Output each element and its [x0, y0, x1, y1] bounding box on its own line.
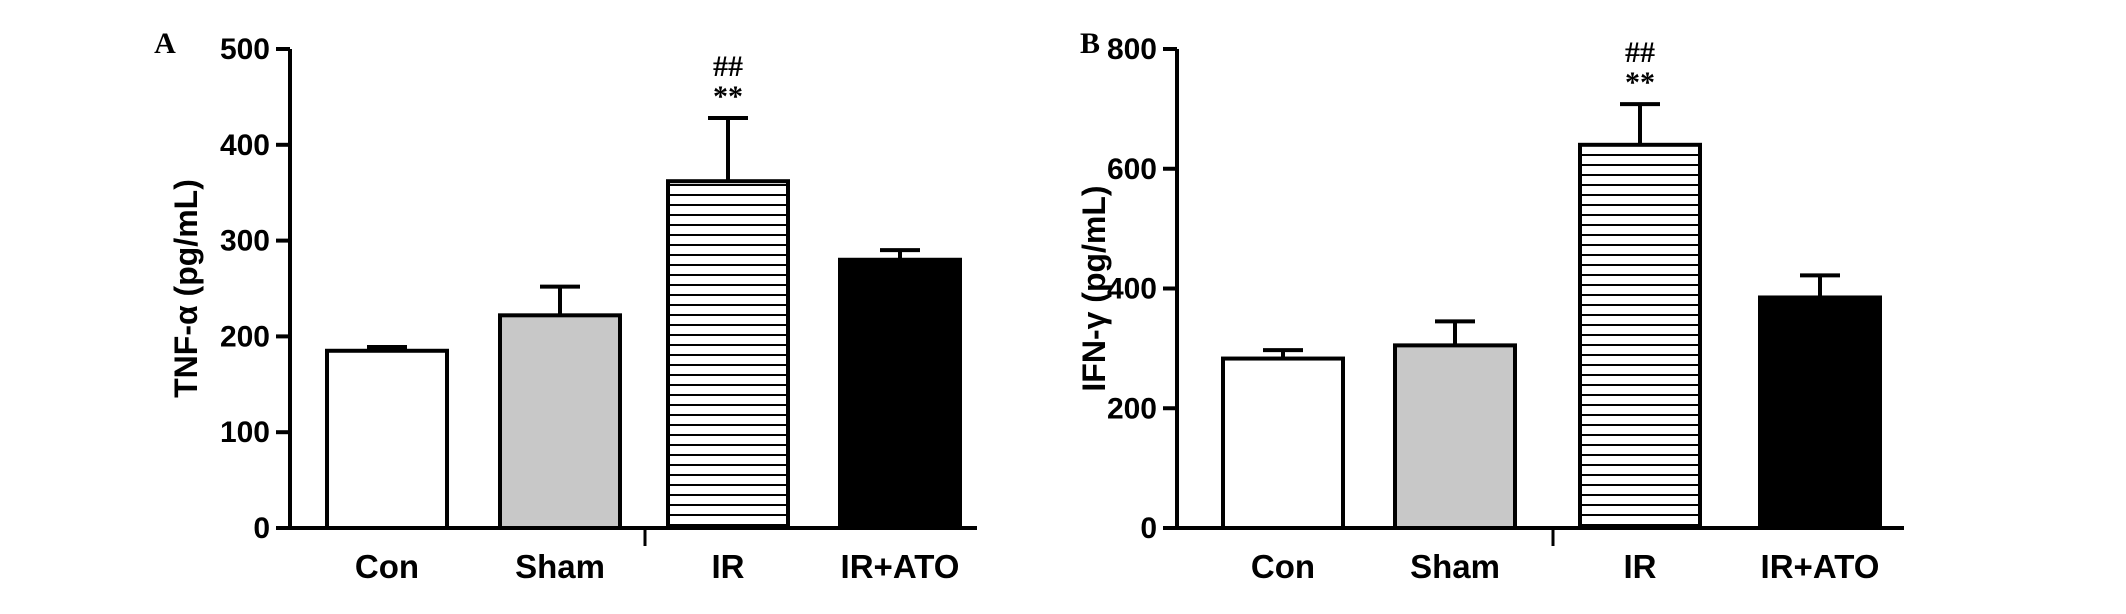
x-tick-label: IR+ATO — [1761, 548, 1880, 585]
panel-label: B — [1080, 27, 1100, 60]
x-tick-label: Sham — [1410, 548, 1500, 585]
y-tick-label: 0 — [253, 512, 270, 545]
y-tick-label: 800 — [1107, 33, 1157, 66]
y-tick-label: 400 — [220, 129, 270, 162]
bar-ir — [666, 179, 790, 530]
bar-sham — [1393, 343, 1517, 530]
significance-marker: ## — [1625, 36, 1655, 69]
bar-ir — [1578, 142, 1702, 531]
y-axis-title: IFN-γ (pg/mL) — [1076, 185, 1112, 391]
bar-ir-ato — [1758, 295, 1882, 531]
panel-a: A 0 100 200 300 400 500 TNF-α (pg/mL) Con Sham IR I… — [154, 27, 977, 585]
y-tick-label: 300 — [220, 225, 270, 258]
y-tick-label: 100 — [220, 416, 270, 449]
y-tick-label: 400 — [1107, 273, 1157, 306]
significance-marker: ** — [1625, 66, 1655, 99]
x-tick-label: IR+ATO — [841, 548, 960, 585]
x-tick-label: Sham — [515, 548, 605, 585]
y-axis-title: TNF-α (pg/mL) — [168, 179, 204, 398]
bar-con — [325, 348, 449, 530]
y-tick-label: 600 — [1107, 153, 1157, 186]
significance-marker: ## — [713, 50, 743, 83]
x-tick-label: Con — [1251, 548, 1315, 585]
significance-marker: ** — [713, 80, 743, 113]
x-tick-label: Con — [355, 548, 419, 585]
x-tick-label: IR — [712, 548, 745, 585]
y-tick-label: 500 — [220, 33, 270, 66]
panel-b: B 0 200 400 600 800 IFN-γ (pg/mL) Con Sham IR IR+A… — [1076, 27, 1904, 585]
panel-label: A — [154, 27, 176, 60]
y-tick-label: 0 — [1140, 512, 1157, 545]
bar-con — [1221, 356, 1345, 530]
bar-sham — [498, 313, 622, 530]
x-tick-label: IR — [1624, 548, 1657, 585]
y-tick-label: 200 — [1107, 392, 1157, 425]
y-tick-label: 200 — [220, 320, 270, 353]
bar-ir-ato — [838, 257, 962, 530]
